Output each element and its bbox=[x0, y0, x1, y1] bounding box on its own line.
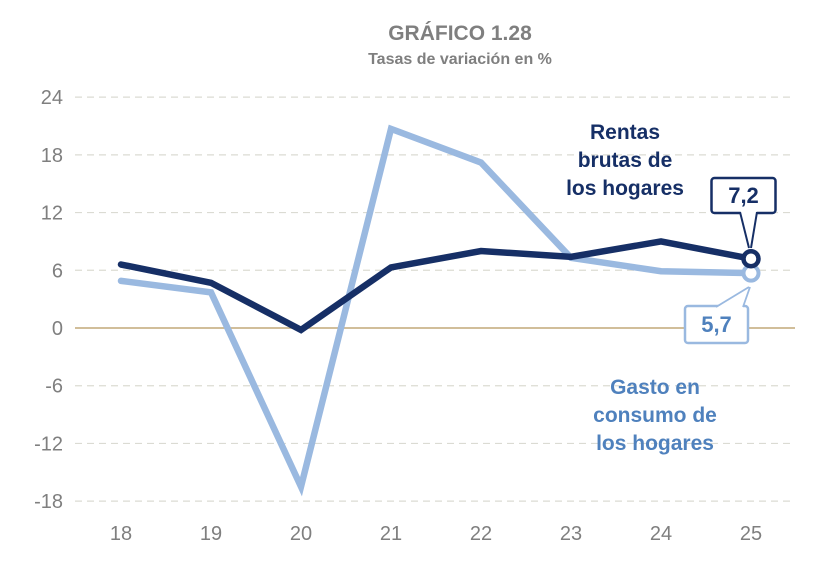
gasto-series-label-line1: Gasto en bbox=[610, 376, 700, 399]
gasto-callout-tail-edge bbox=[715, 286, 750, 308]
rentas-callout-tail-fill bbox=[740, 211, 757, 249]
rentas-series-label-line1: Rentas bbox=[590, 121, 660, 144]
gasto-line bbox=[117, 124, 755, 497]
marker-layer bbox=[741, 248, 761, 283]
y-tick-label: 0 bbox=[52, 318, 63, 340]
x-tick-label: 20 bbox=[290, 523, 312, 545]
x-tick-label: 22 bbox=[470, 523, 492, 545]
rentas-series-label-line3: los hogares bbox=[566, 177, 684, 200]
x-tick-label: 19 bbox=[200, 523, 222, 545]
gasto-callout-tail-edge bbox=[742, 286, 751, 308]
x-tick-label: 25 bbox=[740, 523, 762, 545]
y-tick-label: 6 bbox=[52, 260, 63, 282]
x-tick-label: 18 bbox=[110, 523, 132, 545]
rentas-series-label-line2: brutas de bbox=[578, 149, 673, 172]
rentas-value-callout: 7,2 bbox=[710, 176, 777, 249]
rentas-line bbox=[117, 238, 755, 334]
gasto-series-label: Gasto en consumo de los hogares bbox=[593, 376, 717, 455]
y-tick-label: -6 bbox=[45, 376, 63, 398]
y-tick-label: 24 bbox=[41, 87, 63, 109]
gasto-value-callout: 5,7 bbox=[683, 286, 751, 345]
chart-title: GRÁFICO 1.28 bbox=[388, 22, 532, 45]
x-tick-label: 21 bbox=[380, 523, 402, 545]
series-layer bbox=[117, 124, 755, 497]
grid-layer: 24 18 12 6 0 -6 -12 -18 18 19 20 21 22 23 24 25 bbox=[34, 87, 795, 545]
gasto-callout-value: 5,7 bbox=[701, 312, 732, 337]
y-tick-label: 12 bbox=[41, 203, 63, 225]
y-tick-label: -18 bbox=[34, 491, 63, 513]
x-tick-label: 24 bbox=[650, 523, 672, 545]
rentas-series-label: Rentas brutas de los hogares bbox=[566, 121, 684, 200]
y-tick-label: -12 bbox=[34, 433, 63, 455]
rentas-callout-value: 7,2 bbox=[728, 183, 759, 208]
rentas-callout-tail-edge bbox=[750, 211, 758, 249]
gasto-series-label-line3: los hogares bbox=[596, 432, 714, 455]
rentas-callout-tail-edge bbox=[739, 211, 750, 249]
chart-subtitle: Tasas de variación en % bbox=[368, 51, 552, 68]
y-tick-label: 18 bbox=[41, 145, 63, 167]
x-tick-label: 23 bbox=[560, 523, 582, 545]
rentas-end-marker bbox=[741, 248, 761, 269]
gasto-series-label-line2: consumo de bbox=[593, 404, 717, 427]
